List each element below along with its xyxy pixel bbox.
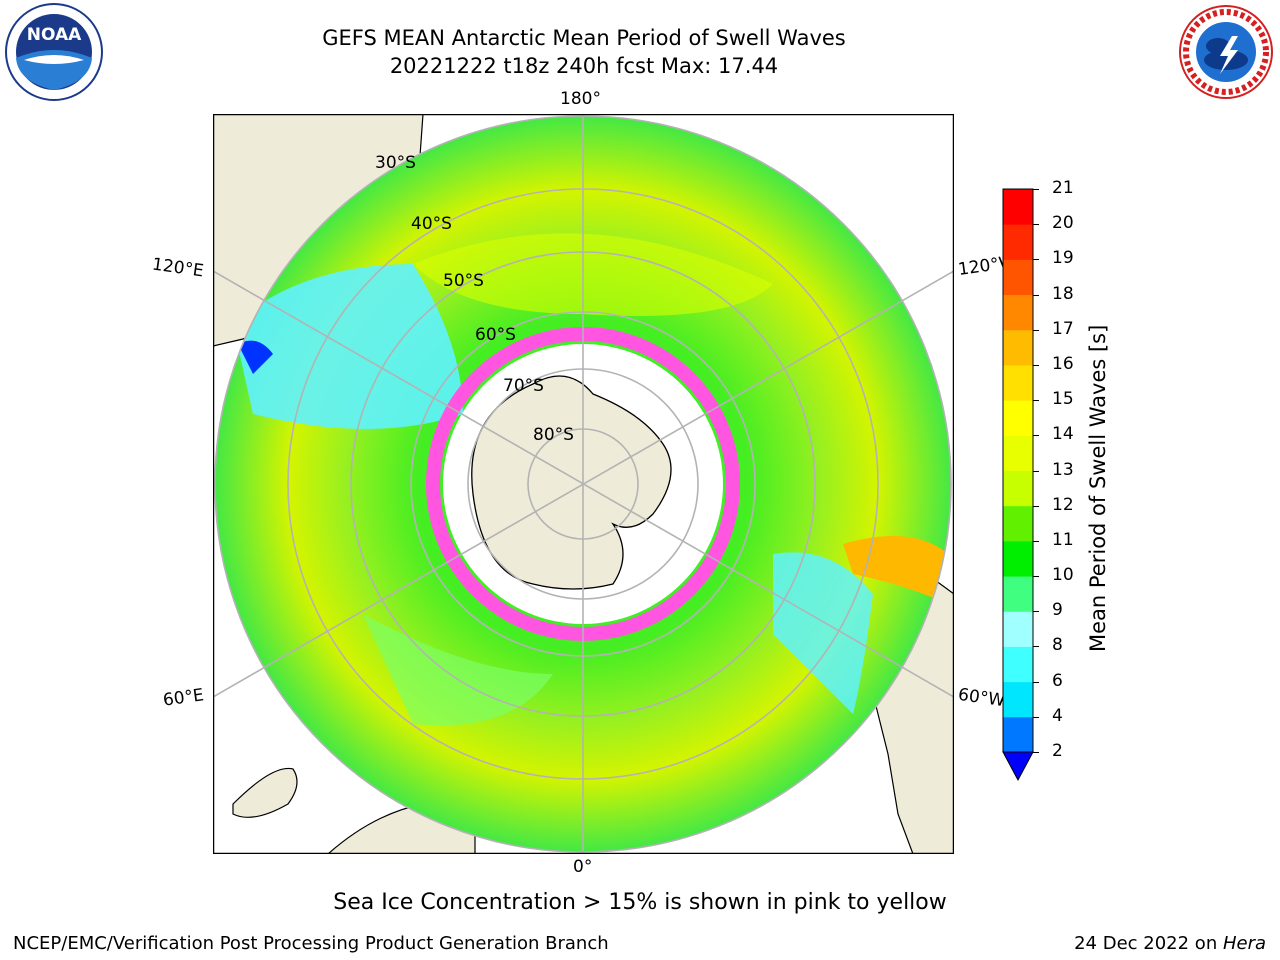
colorbar-tick-mark — [1033, 681, 1039, 683]
colorbar-tick-mark — [1033, 716, 1039, 718]
colorbar-tick-mark — [1033, 540, 1039, 542]
colorbar-segment — [1003, 505, 1033, 542]
lat-label-40: 40°S — [411, 214, 452, 234]
footer-machine: Hera — [1222, 933, 1266, 954]
colorbar-segment — [1003, 189, 1033, 225]
colorbar-tick-mark — [1033, 435, 1039, 437]
footer-date-text: 24 Dec 2022 on — [1074, 933, 1223, 954]
colorbar-segment — [1003, 540, 1033, 577]
colorbar-tick-label: 19 — [1052, 248, 1074, 269]
colorbar-tick-label: 10 — [1052, 565, 1074, 586]
lon-label-120e: 120°E — [150, 254, 205, 282]
colorbar-segment — [1003, 435, 1033, 471]
map-title: GEFS MEAN Antarctic Mean Period of Swell… — [322, 26, 846, 50]
colorbar-tick-label: 18 — [1052, 283, 1074, 304]
lon-label-60w: 60°W — [956, 684, 1007, 712]
colorbar-tick-label: 11 — [1052, 529, 1074, 550]
lon-label-0: 0° — [573, 857, 593, 877]
footer-date: 24 Dec 2022 on Hera — [1074, 933, 1266, 954]
polar-map: 30°S 40°S 50°S 60°S 70°S 80°S — [212, 113, 955, 855]
svg-text:NOAA: NOAA — [27, 25, 82, 45]
lon-label-180: 180° — [560, 89, 601, 109]
map-border — [212, 113, 955, 855]
colorbar-segment — [1003, 681, 1033, 718]
graticule — [212, 114, 955, 854]
colorbar-tick-mark — [1033, 259, 1039, 261]
colorbar-segment — [1003, 576, 1033, 612]
colorbar-segment — [1003, 364, 1033, 401]
colorbar-tick-label: 16 — [1052, 353, 1074, 374]
latitude-labels: 30°S 40°S 50°S 60°S 70°S 80°S — [375, 153, 574, 445]
colorbar-tick-mark — [1033, 505, 1039, 507]
colorbar-tick-label: 4 — [1052, 705, 1063, 726]
colorbar-segment — [1003, 400, 1033, 436]
colorbar-tick-label: 14 — [1052, 424, 1074, 445]
noaa-logo: NOAA — [5, 3, 103, 101]
lat-label-80: 80°S — [533, 425, 574, 445]
colorbar-segment — [1003, 224, 1033, 260]
colorbar-tick-mark — [1033, 611, 1039, 613]
colorbar-tick-label: 21 — [1052, 178, 1074, 198]
antarctica — [471, 375, 672, 590]
colorbar-extend-arrow — [1002, 751, 1034, 782]
colorbar-tick-label: 12 — [1052, 494, 1074, 515]
nws-logo — [1179, 5, 1273, 99]
colorbar-label: Mean Period of Swell Waves [s] — [1086, 324, 1110, 652]
colorbar-tick-label: 9 — [1052, 600, 1063, 621]
colorbar-tick-mark — [1033, 752, 1039, 753]
colorbar-tick-label: 17 — [1052, 318, 1074, 339]
colorbar-tick-mark — [1033, 400, 1039, 402]
map-subtitle: 20221222 t18z 240h fcst Max: 17.44 — [389, 54, 779, 78]
colorbar-segment — [1003, 329, 1033, 366]
colorbar-tick-mark — [1033, 364, 1039, 366]
lon-label-60e: 60°E — [161, 685, 206, 711]
colorbar-tick-mark — [1033, 329, 1039, 331]
colorbar-tick-mark — [1033, 470, 1039, 472]
colorbar-segment — [1003, 646, 1033, 683]
colorbar-tick-label: 8 — [1052, 635, 1063, 656]
colorbar-segment — [1003, 259, 1033, 296]
colorbar-segment — [1003, 470, 1033, 507]
colorbar — [1002, 188, 1034, 782]
colorbar-segment — [1003, 716, 1033, 753]
colorbar-tick-mark — [1033, 189, 1039, 190]
colorbar-tick-label: 15 — [1052, 389, 1074, 410]
colorbar-tick-label: 20 — [1052, 213, 1074, 234]
lat-label-30: 30°S — [375, 153, 416, 173]
footer-credit: NCEP/EMC/Verification Post Processing Pr… — [13, 933, 609, 954]
colorbar-tick-mark — [1033, 646, 1039, 648]
colorbar-segment — [1003, 611, 1033, 647]
colorbar-tick-label: 13 — [1052, 459, 1074, 480]
sea-ice-note: Sea Ice Concentration > 15% is shown in … — [333, 890, 947, 915]
lat-label-60: 60°S — [475, 325, 516, 345]
colorbar-tick-mark — [1033, 224, 1039, 226]
colorbar-tick-mark — [1033, 294, 1039, 296]
colorbar-tick-label: 2 — [1052, 741, 1063, 761]
lat-label-50: 50°S — [443, 271, 484, 291]
lat-label-70: 70°S — [503, 376, 544, 396]
colorbar-segment — [1003, 294, 1033, 331]
colorbar-tick-mark — [1033, 576, 1039, 578]
colorbar-tick-label: 6 — [1052, 670, 1063, 691]
